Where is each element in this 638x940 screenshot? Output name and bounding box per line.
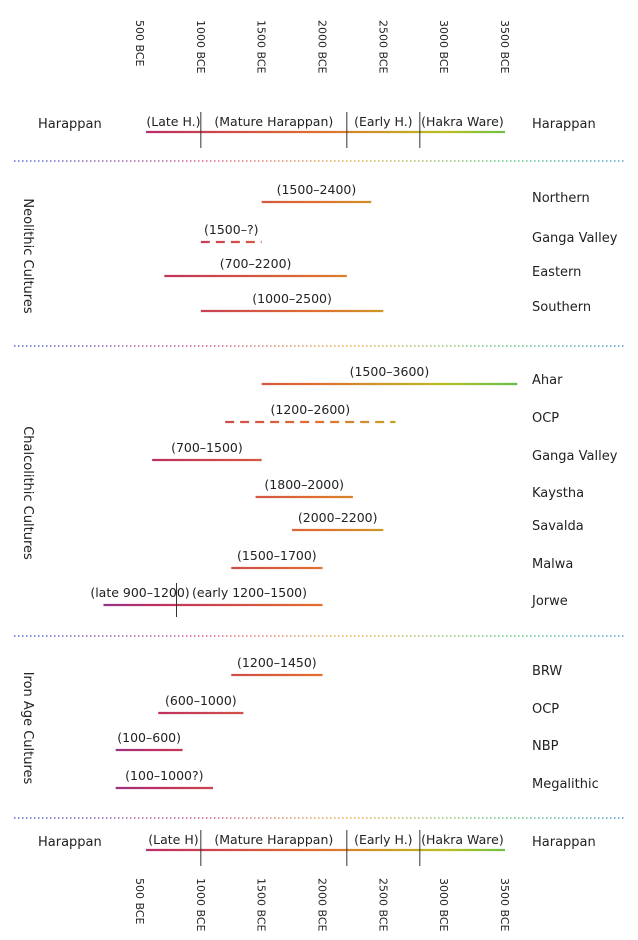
- culture-range-label: (700–2200): [220, 256, 292, 271]
- culture-row-label: Kaystha: [532, 486, 584, 501]
- culture-row-label: Northern: [532, 191, 590, 206]
- axis-tick-label-bottom: 1000 BCE: [194, 878, 207, 932]
- axis-tick-label-top: 500 BCE: [133, 20, 146, 67]
- axis-tick-label-bottom: 2500 BCE: [376, 878, 389, 932]
- culture-row-label: Ganga Valley: [532, 449, 618, 464]
- culture-sub-label: (late 900–1200): [90, 585, 189, 600]
- axis-tick-label-top: 2000 BCE: [316, 20, 329, 74]
- harappan-segment-label: (Mature Harappan): [214, 114, 333, 129]
- harappan-segment-label: (Late H): [148, 832, 198, 847]
- axis-tick-label-bottom: 3500 BCE: [498, 878, 511, 932]
- section-title: Neolithic Cultures: [20, 198, 35, 313]
- culture-range-label: (1500–3600): [350, 364, 430, 379]
- harappan-segment-label: (Hakra Ware): [421, 114, 504, 129]
- culture-row-label: BRW: [532, 664, 562, 679]
- culture-range-label: (1000–2500): [252, 291, 332, 306]
- culture-range-label: (2000–2200): [298, 510, 378, 525]
- culture-row-label: Eastern: [532, 265, 581, 280]
- axis-tick-label-bottom: 1500 BCE: [255, 878, 268, 932]
- culture-range-label: (1200–2600): [271, 402, 351, 417]
- culture-range-label: (100–600): [117, 730, 181, 745]
- culture-row-label: Ahar: [532, 373, 563, 388]
- culture-range-label: (1500–?): [204, 222, 258, 237]
- axis-tick-label-bottom: 2000 BCE: [316, 878, 329, 932]
- culture-range-label: (1500–2400): [277, 182, 357, 197]
- axis-tick-label-top: 3000 BCE: [437, 20, 450, 74]
- culture-range-label: (600–1000): [165, 693, 237, 708]
- culture-row-label: NBP: [532, 739, 559, 754]
- axis-tick-label-top: 1500 BCE: [255, 20, 268, 74]
- section-title: Iron Age Cultures: [20, 672, 35, 785]
- culture-sub-label: (early 1200–1500): [192, 585, 307, 600]
- axis-tick-label-top: 3500 BCE: [498, 20, 511, 74]
- culture-row-label: OCP: [532, 702, 559, 717]
- culture-row-label: Megalithic: [532, 777, 599, 792]
- culture-range-label: (1500–1700): [237, 548, 317, 563]
- culture-range-label: (1800–2000): [264, 477, 344, 492]
- culture-row-label: Ganga Valley: [532, 231, 618, 246]
- section-title: Chalcolithic Cultures: [20, 426, 35, 560]
- culture-row-label: Malwa: [532, 557, 573, 572]
- axis-tick-label-top: 2500 BCE: [376, 20, 389, 74]
- harappan-left-label: Harappan: [38, 835, 102, 850]
- culture-range-label: (100–1000?): [125, 768, 203, 783]
- harappan-segment-label: (Early H.): [354, 832, 412, 847]
- culture-row-label: OCP: [532, 411, 559, 426]
- harappan-segment-label: (Mature Harappan): [214, 832, 333, 847]
- harappan-segment-label: (Early H.): [354, 114, 412, 129]
- culture-range-label: (700–1500): [171, 440, 243, 455]
- culture-row-label: Savalda: [532, 519, 584, 534]
- harappan-segment-label: (Hakra Ware): [421, 832, 504, 847]
- harappan-right-label: Harappan: [532, 117, 596, 132]
- culture-row-label: Jorwe: [531, 594, 568, 609]
- harappan-left-label: Harappan: [38, 117, 102, 132]
- culture-range-label: (1200–1450): [237, 655, 317, 670]
- axis-tick-label-top: 1000 BCE: [194, 20, 207, 74]
- culture-row-label: Southern: [532, 300, 591, 315]
- axis-tick-label-bottom: 500 BCE: [133, 878, 146, 925]
- axis-tick-label-bottom: 3000 BCE: [437, 878, 450, 932]
- harappan-segment-label: (Late H.): [146, 114, 200, 129]
- harappan-right-label: Harappan: [532, 835, 596, 850]
